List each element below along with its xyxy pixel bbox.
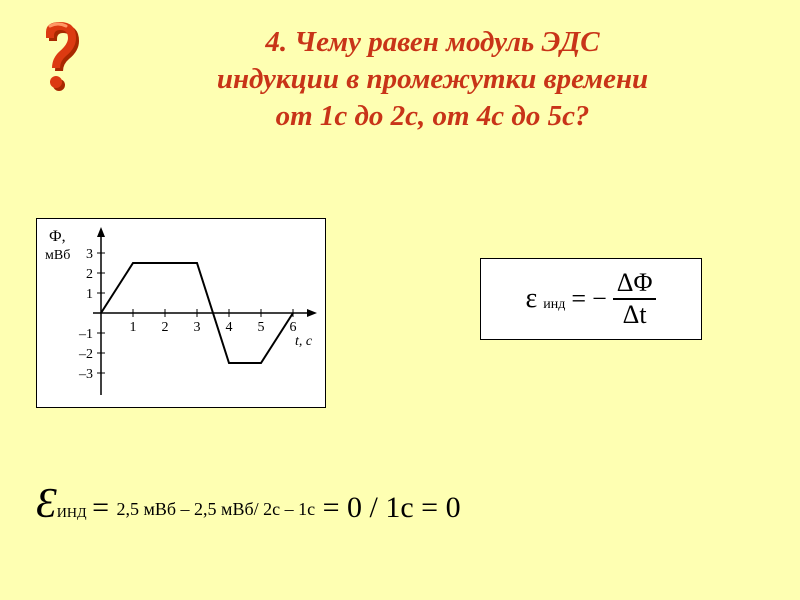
answer-eq1: =: [315, 491, 347, 524]
formula-sign: −: [592, 284, 607, 314]
answer-zero2: 0: [446, 491, 461, 524]
page-title: 4. Чему равен модуль ЭДС индукции в пром…: [95, 24, 770, 135]
title-line-1: 4. Чему равен модуль ЭДС: [265, 26, 599, 58]
svg-text:5: 5: [258, 320, 265, 335]
formula-numerator: ΔΦ: [613, 270, 657, 298]
answer-line: ƐИНД = 2,5 мВб – 2,5 мВб/ 2с – 1с = 0 / …: [36, 480, 764, 528]
svg-text:2: 2: [86, 267, 93, 282]
svg-text:1: 1: [130, 320, 137, 335]
svg-text:Ф,: Ф,: [49, 228, 66, 245]
answer-expr: 2,5 мВб – 2,5 мВб/ 2с – 1с: [117, 499, 316, 519]
formula-lhs-symbol: ε: [526, 283, 538, 315]
question-mark-icon: [30, 18, 90, 98]
svg-text:1: 1: [86, 287, 93, 302]
answer-eq2: =: [414, 491, 446, 524]
flux-chart: 1 2 3 –1 –2 –3 1 2 3 4 5 6 Ф, мВб t, с: [36, 218, 326, 408]
svg-text:–1: –1: [78, 327, 93, 342]
svg-text:мВб: мВб: [45, 248, 70, 263]
answer-symbol: Ɛ: [36, 481, 57, 527]
answer-subscript: ИНД: [57, 506, 87, 521]
svg-text:–3: –3: [78, 367, 93, 382]
svg-text:–2: –2: [78, 347, 93, 362]
answer-eq0: =: [92, 491, 116, 524]
title-line-3: от 1с до 2с, от 4с до 5с?: [276, 100, 590, 132]
answer-zero1: 0 / 1с: [347, 491, 414, 524]
svg-text:t, с: t, с: [295, 334, 313, 349]
svg-text:6: 6: [290, 320, 297, 335]
svg-text:3: 3: [86, 247, 93, 262]
formula-fraction: ΔΦ Δt: [613, 270, 657, 328]
formula-denominator: Δt: [619, 300, 651, 328]
svg-text:2: 2: [162, 320, 169, 335]
svg-text:4: 4: [226, 320, 233, 335]
formula-equals: =: [571, 284, 586, 314]
title-line-2: индукции в промежутки времени: [217, 63, 648, 95]
emf-formula: εинд = − ΔΦ Δt: [480, 258, 702, 340]
svg-text:3: 3: [194, 320, 201, 335]
formula-lhs-sub: инд: [543, 297, 565, 313]
